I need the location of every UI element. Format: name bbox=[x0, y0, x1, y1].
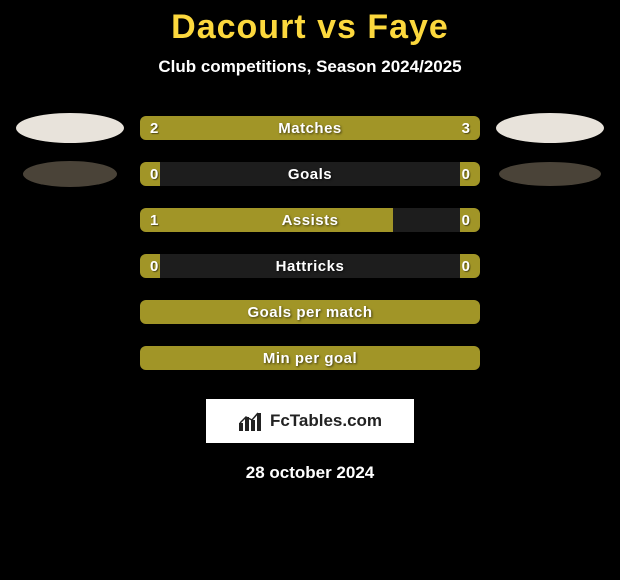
stat-empty-segment bbox=[160, 162, 460, 186]
stat-left-value: 1 bbox=[150, 212, 158, 229]
left-photo-cell bbox=[0, 113, 140, 143]
stat-left-segment bbox=[140, 346, 480, 370]
stat-right-value: 3 bbox=[462, 120, 470, 137]
stat-bar: 00Hattricks bbox=[140, 254, 480, 278]
stat-right-segment: 0 bbox=[460, 208, 480, 232]
stat-row: Min per goal bbox=[0, 335, 620, 381]
page-subtitle: Club competitions, Season 2024/2025 bbox=[0, 57, 620, 77]
stat-right-segment: 0 bbox=[460, 162, 480, 186]
stat-empty-segment bbox=[393, 208, 460, 232]
stat-bar: 10Assists bbox=[140, 208, 480, 232]
stat-bar-wrapper: Min per goal bbox=[140, 346, 480, 370]
stat-bar: 00Goals bbox=[140, 162, 480, 186]
stat-bar: Min per goal bbox=[140, 346, 480, 370]
player-photo-right bbox=[499, 162, 601, 186]
stat-bar-wrapper: Goals per match bbox=[140, 300, 480, 324]
right-photo-cell bbox=[480, 162, 620, 186]
stat-bar-wrapper: 23Matches bbox=[140, 116, 480, 140]
stat-right-value: 0 bbox=[462, 258, 470, 275]
stat-left-value: 0 bbox=[150, 166, 158, 183]
stat-left-segment: 0 bbox=[140, 254, 160, 278]
stat-row: Goals per match bbox=[0, 289, 620, 335]
stat-right-segment: 3 bbox=[276, 116, 480, 140]
left-photo-cell bbox=[0, 161, 140, 187]
brand-badge: FcTables.com bbox=[206, 399, 414, 443]
brand-bars-icon bbox=[238, 411, 264, 431]
stat-left-segment bbox=[140, 300, 480, 324]
player-photo-right bbox=[496, 113, 604, 143]
stat-bar: Goals per match bbox=[140, 300, 480, 324]
stat-left-value: 0 bbox=[150, 258, 158, 275]
player-photo-left bbox=[16, 113, 124, 143]
stat-right-segment: 0 bbox=[460, 254, 480, 278]
stat-left-value: 2 bbox=[150, 120, 158, 137]
stat-left-segment: 1 bbox=[140, 208, 393, 232]
date-line: 28 october 2024 bbox=[0, 463, 620, 483]
stat-row: 00Goals bbox=[0, 151, 620, 197]
brand-text: FcTables.com bbox=[270, 411, 382, 431]
stat-rows-container: 23Matches00Goals10Assists00HattricksGoal… bbox=[0, 105, 620, 381]
stat-row: 00Hattricks bbox=[0, 243, 620, 289]
stat-right-value: 0 bbox=[462, 166, 470, 183]
right-photo-cell bbox=[480, 113, 620, 143]
page-title: Dacourt vs Faye bbox=[0, 0, 620, 47]
stat-row: 23Matches bbox=[0, 105, 620, 151]
stat-right-value: 0 bbox=[462, 212, 470, 229]
player-photo-left bbox=[23, 161, 117, 187]
stat-empty-segment bbox=[160, 254, 460, 278]
stat-left-segment: 0 bbox=[140, 162, 160, 186]
stat-bar-wrapper: 10Assists bbox=[140, 208, 480, 232]
stat-left-segment: 2 bbox=[140, 116, 276, 140]
stat-row: 10Assists bbox=[0, 197, 620, 243]
stat-bar: 23Matches bbox=[140, 116, 480, 140]
stat-bar-wrapper: 00Hattricks bbox=[140, 254, 480, 278]
stat-bar-wrapper: 00Goals bbox=[140, 162, 480, 186]
